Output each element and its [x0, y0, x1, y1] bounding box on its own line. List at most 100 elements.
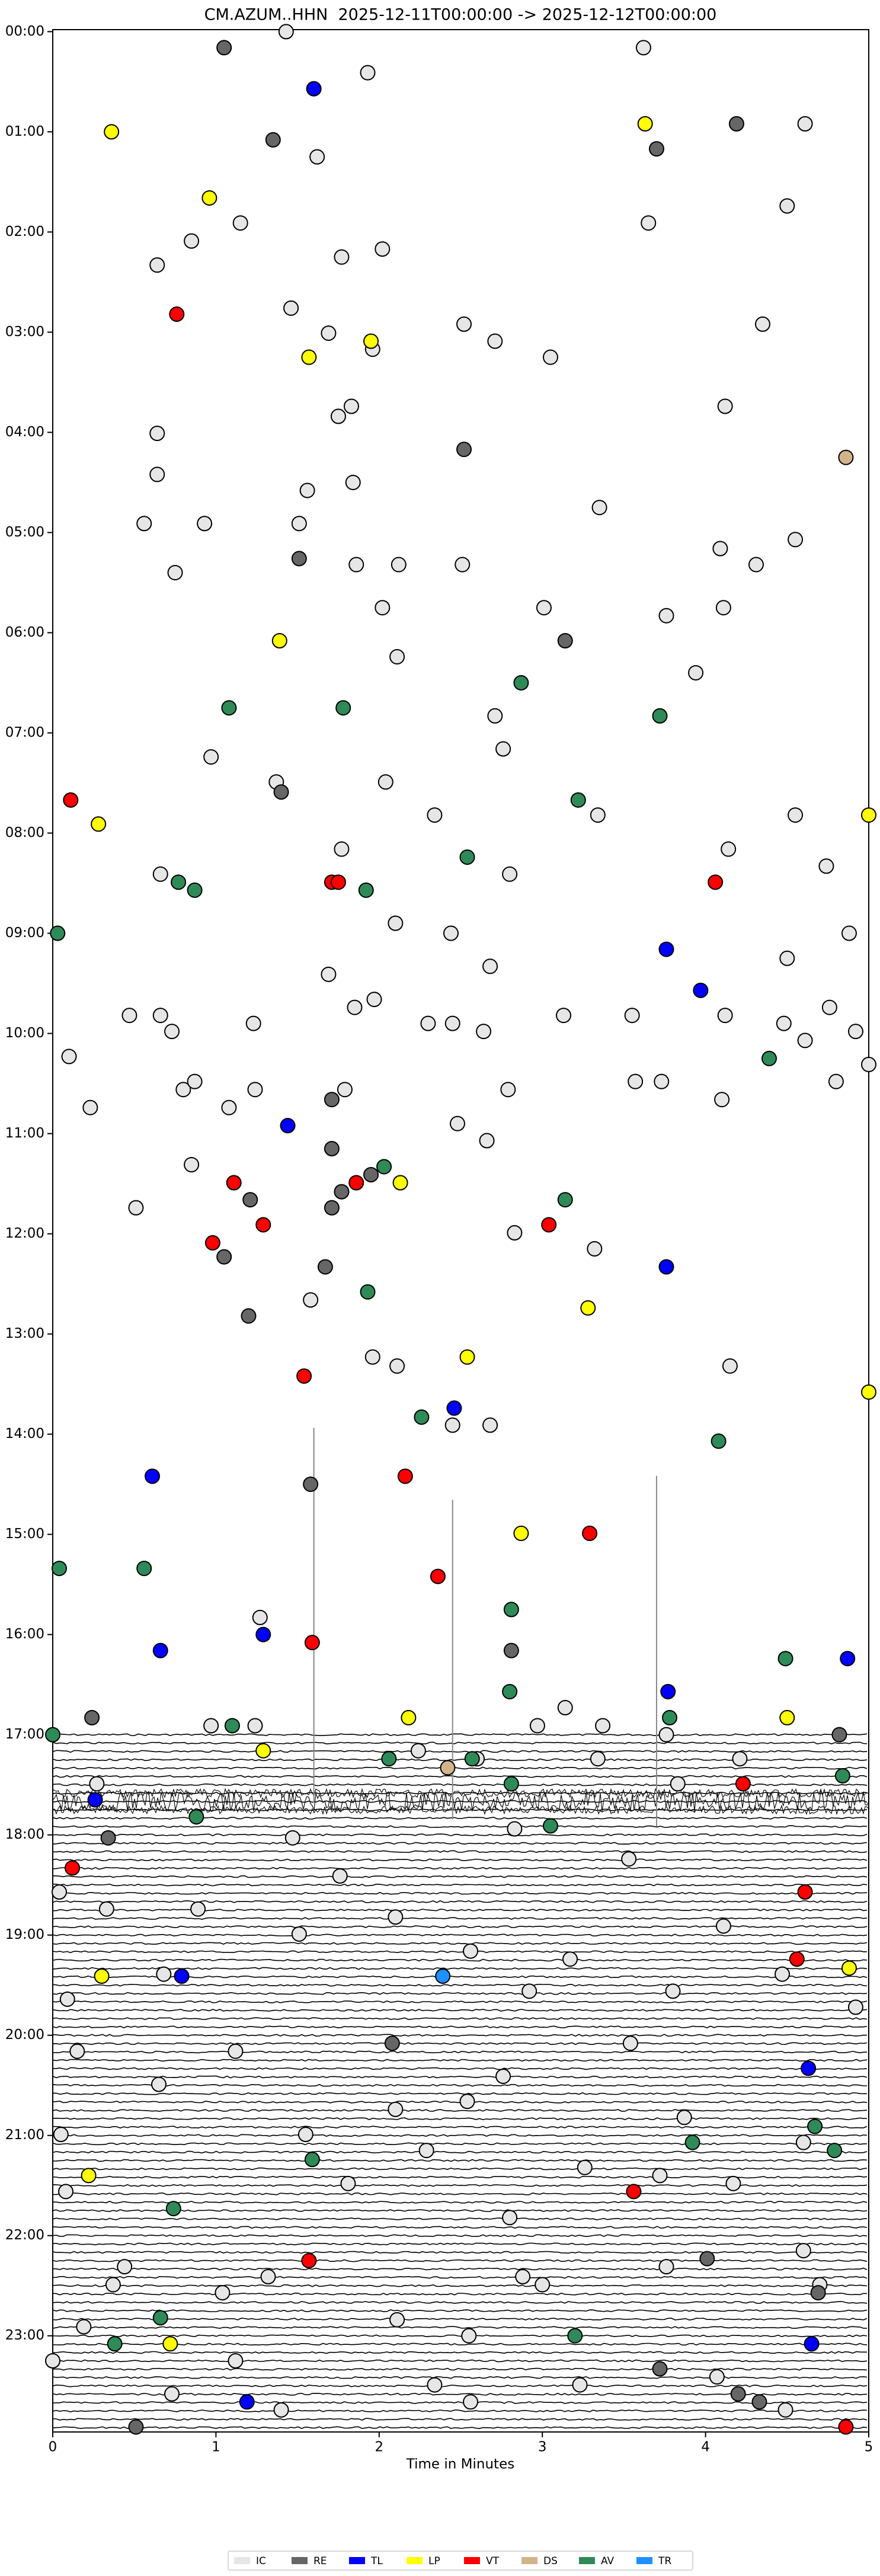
event-marker — [788, 532, 804, 548]
waveform-trace — [52, 2209, 868, 2212]
y-tick-label: 14:00 — [5, 1426, 44, 1442]
event-marker — [363, 1166, 379, 1182]
event-marker — [660, 1683, 676, 1699]
event-marker — [658, 608, 674, 624]
waveform-trace — [52, 2101, 868, 2104]
waveform-trace — [52, 1825, 868, 1828]
event-marker — [58, 2184, 74, 2200]
waveform-trace — [52, 1967, 868, 1970]
event-marker — [654, 1073, 670, 1089]
event-marker — [358, 882, 374, 898]
y-tick-label: 13:00 — [5, 1326, 44, 1341]
event-marker — [440, 1760, 456, 1776]
event-marker — [50, 925, 66, 941]
waveform-trace — [52, 2226, 868, 2229]
event-marker — [100, 1830, 116, 1846]
legend-box — [228, 2551, 693, 2571]
event-marker — [557, 1192, 573, 1208]
y-tick-label: 15:00 — [5, 1526, 44, 1542]
event-marker — [69, 2043, 85, 2059]
event-marker — [203, 749, 219, 765]
event-marker — [271, 632, 287, 648]
legend-label: IC — [256, 2555, 266, 2567]
event-marker — [348, 1175, 364, 1191]
event-marker — [658, 1259, 674, 1275]
y-tick-label: 22:00 — [5, 2227, 44, 2243]
event-marker — [847, 1999, 863, 2015]
event-marker — [255, 1217, 271, 1233]
waveform-trace — [52, 2351, 868, 2354]
event-marker — [128, 1200, 144, 1216]
plot-frame — [52, 29, 869, 2433]
waveform-trace — [52, 2318, 868, 2321]
y-tick-label: 18:00 — [5, 1827, 44, 1842]
waveform-trace — [52, 1992, 868, 1995]
waveform-trace — [52, 1750, 868, 1753]
event-marker — [52, 1561, 68, 1577]
waveform-trace — [52, 2192, 868, 2195]
event-marker — [665, 1983, 681, 1999]
event-marker — [321, 966, 337, 982]
event-marker — [717, 1008, 733, 1024]
event-marker — [187, 882, 203, 898]
x-tick-label: 3 — [538, 2440, 547, 2455]
event-marker — [648, 141, 664, 157]
event-marker — [303, 1476, 319, 1492]
event-marker — [557, 632, 573, 648]
event-marker — [449, 1116, 465, 1132]
y-tick-label: 00:00 — [5, 24, 44, 39]
waveform-trace — [52, 1842, 868, 1845]
event-marker — [776, 1015, 792, 1031]
legend-label: TR — [658, 2555, 671, 2567]
waveform-trace — [52, 2184, 868, 2187]
waveform-traces — [52, 1427, 869, 2430]
waveform-trace — [52, 2175, 868, 2179]
waveform-trace — [52, 2000, 868, 2003]
event-marker — [541, 1217, 557, 1233]
event-marker — [502, 1683, 518, 1699]
event-marker — [283, 300, 299, 316]
event-marker — [306, 81, 322, 97]
event-marker — [375, 600, 391, 616]
event-marker — [82, 1100, 98, 1116]
event-marker — [377, 774, 393, 790]
event-marker — [201, 190, 217, 206]
event-marker — [479, 1133, 495, 1149]
event-marker — [304, 2152, 320, 2168]
event-marker — [775, 1966, 791, 1982]
waveform-trace — [52, 2075, 868, 2079]
event-marker — [688, 665, 704, 681]
legend-label: RE — [313, 2555, 327, 2567]
event-marker — [788, 807, 804, 823]
event-marker — [215, 2285, 231, 2301]
event-marker — [482, 958, 498, 974]
waveform-trace — [52, 2426, 868, 2430]
event-marker — [730, 2386, 746, 2402]
event-marker — [503, 1776, 519, 1792]
event-marker — [156, 1966, 172, 1982]
event-marker — [570, 792, 586, 808]
event-marker — [164, 1024, 180, 1040]
event-marker — [722, 1358, 738, 1374]
event-marker — [456, 442, 472, 458]
event-marker — [136, 516, 152, 532]
event-marker — [463, 2394, 479, 2410]
legend-swatch — [521, 2557, 537, 2564]
event-marker — [587, 1241, 603, 1257]
waveform-trace — [52, 1875, 868, 1878]
event-marker — [503, 1602, 519, 1618]
event-marker — [590, 1751, 606, 1767]
event-marker — [389, 649, 405, 665]
event-marker — [384, 2035, 400, 2051]
event-marker — [162, 2336, 178, 2352]
event-marker — [535, 2277, 551, 2293]
waveform-trace — [52, 1817, 868, 1820]
event-marker — [381, 1751, 397, 1767]
event-marker — [226, 1175, 242, 1191]
event-marker — [444, 1417, 460, 1433]
event-marker — [252, 1609, 268, 1625]
waveform-trace — [52, 2025, 868, 2028]
event-marker — [136, 1561, 152, 1577]
event-marker — [255, 1626, 271, 1642]
event-marker — [435, 1968, 451, 1984]
